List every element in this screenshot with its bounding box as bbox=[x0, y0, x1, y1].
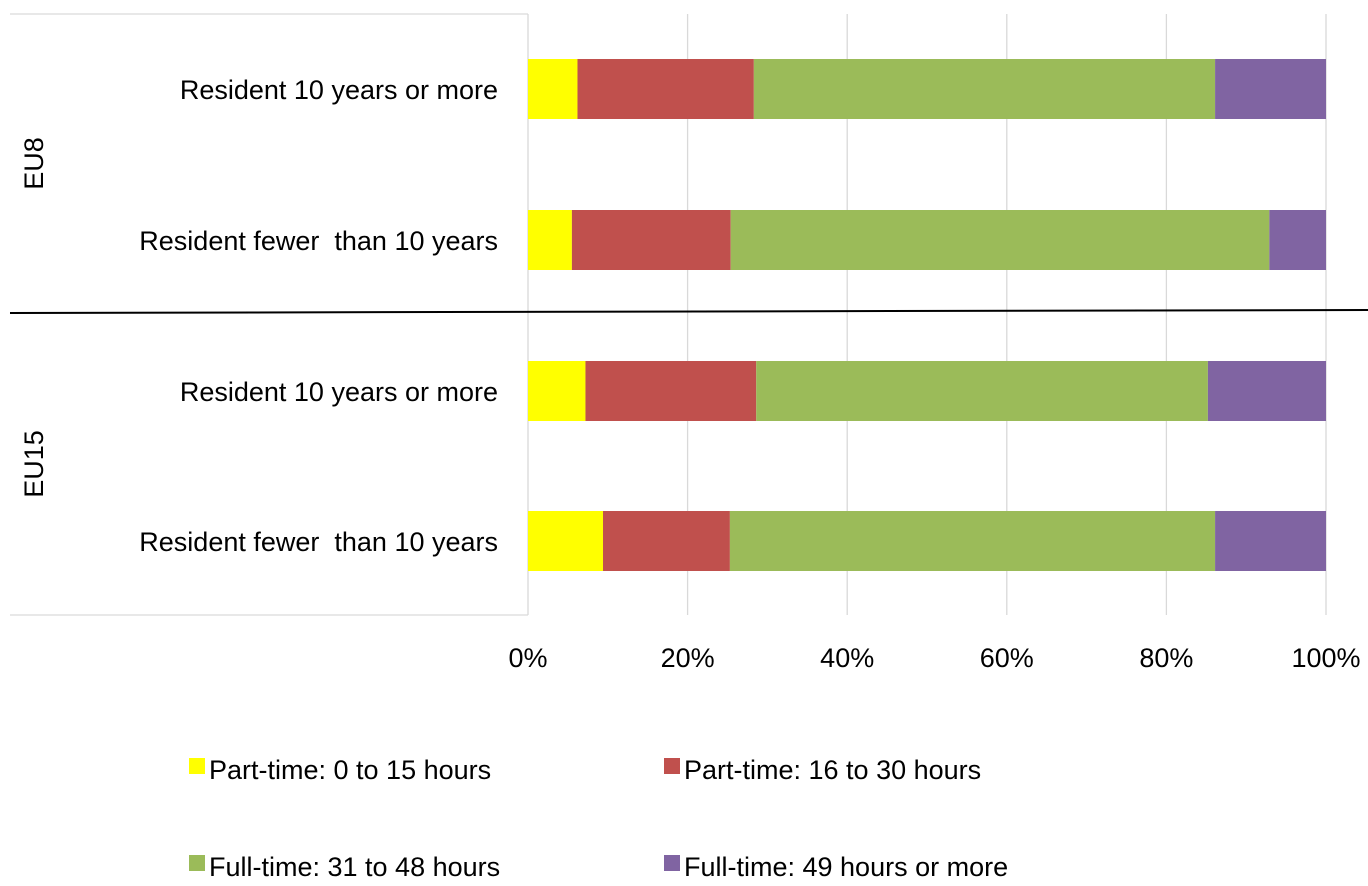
x-tick-label: 100% bbox=[1291, 643, 1360, 673]
x-axis-tick-labels: 0% 20% 40% 60% 80% 100% bbox=[508, 643, 1360, 673]
bar-segment bbox=[577, 59, 754, 119]
legend-swatch bbox=[189, 855, 205, 871]
bar-segment bbox=[528, 59, 578, 119]
bar-segment bbox=[528, 511, 604, 571]
legend-label: Part-time: 16 to 30 hours bbox=[684, 755, 981, 785]
bar-segment bbox=[603, 511, 730, 571]
group-label: EU8 bbox=[19, 137, 49, 190]
x-tick-label: 0% bbox=[508, 643, 547, 673]
bar-segment bbox=[585, 361, 757, 421]
category-labels: Resident 10 years or more Resident fewer … bbox=[139, 75, 498, 557]
category-label: Resident fewer than 10 years bbox=[139, 527, 498, 557]
legend-swatch bbox=[664, 758, 680, 774]
legend-swatch bbox=[189, 758, 205, 774]
bar-segment bbox=[756, 361, 1208, 421]
bar-segment bbox=[753, 59, 1216, 119]
category-label: Resident 10 years or more bbox=[180, 75, 498, 105]
legend: Part-time: 0 to 15 hours Part-time: 16 to… bbox=[189, 755, 1008, 882]
x-tick-label: 40% bbox=[820, 643, 874, 673]
bar-segment bbox=[1215, 511, 1326, 571]
bar-segment bbox=[1215, 59, 1326, 119]
bar-segment bbox=[729, 511, 1216, 571]
x-tick-label: 20% bbox=[661, 643, 715, 673]
legend-label: Full-time: 49 hours or more bbox=[684, 852, 1008, 882]
bar-segment bbox=[1207, 361, 1326, 421]
legend-label: Part-time: 0 to 15 hours bbox=[209, 755, 491, 785]
group-label: EU15 bbox=[19, 430, 49, 498]
category-label: Resident 10 years or more bbox=[180, 377, 498, 407]
bar-segment bbox=[730, 210, 1270, 270]
x-tick-label: 80% bbox=[1139, 643, 1193, 673]
group-labels: EU8 EU15 bbox=[19, 137, 49, 498]
category-label: Resident fewer than 10 years bbox=[139, 226, 498, 256]
legend-label: Full-time: 31 to 48 hours bbox=[209, 852, 500, 882]
bar-segment bbox=[528, 361, 586, 421]
bars bbox=[528, 59, 1326, 571]
bar-segment bbox=[1269, 210, 1326, 270]
bar-segment bbox=[528, 210, 572, 270]
bar-segment bbox=[571, 210, 731, 270]
group-divider bbox=[9, 309, 1368, 314]
legend-swatch bbox=[664, 855, 680, 871]
x-tick-label: 60% bbox=[980, 643, 1034, 673]
